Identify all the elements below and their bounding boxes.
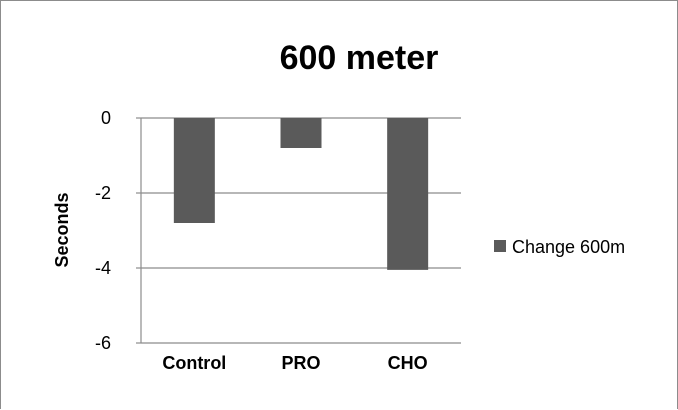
x-tick-label: PRO [281, 353, 320, 373]
y-tick-label: 0 [101, 108, 111, 128]
y-tick-label: -2 [95, 183, 111, 203]
legend-swatch [494, 240, 506, 252]
legend-label: Change 600m [512, 237, 625, 257]
y-axis-label: Seconds [52, 192, 72, 267]
chart-title: 600 meter [280, 39, 439, 77]
bar-control [173, 118, 215, 223]
y-tick-label: -6 [95, 333, 111, 353]
bar-pro [280, 118, 322, 148]
y-tick-label: -4 [95, 258, 111, 278]
bar-cho [387, 118, 429, 270]
x-tick-label: CHO [388, 353, 428, 373]
x-tick-label: Control [162, 353, 226, 373]
